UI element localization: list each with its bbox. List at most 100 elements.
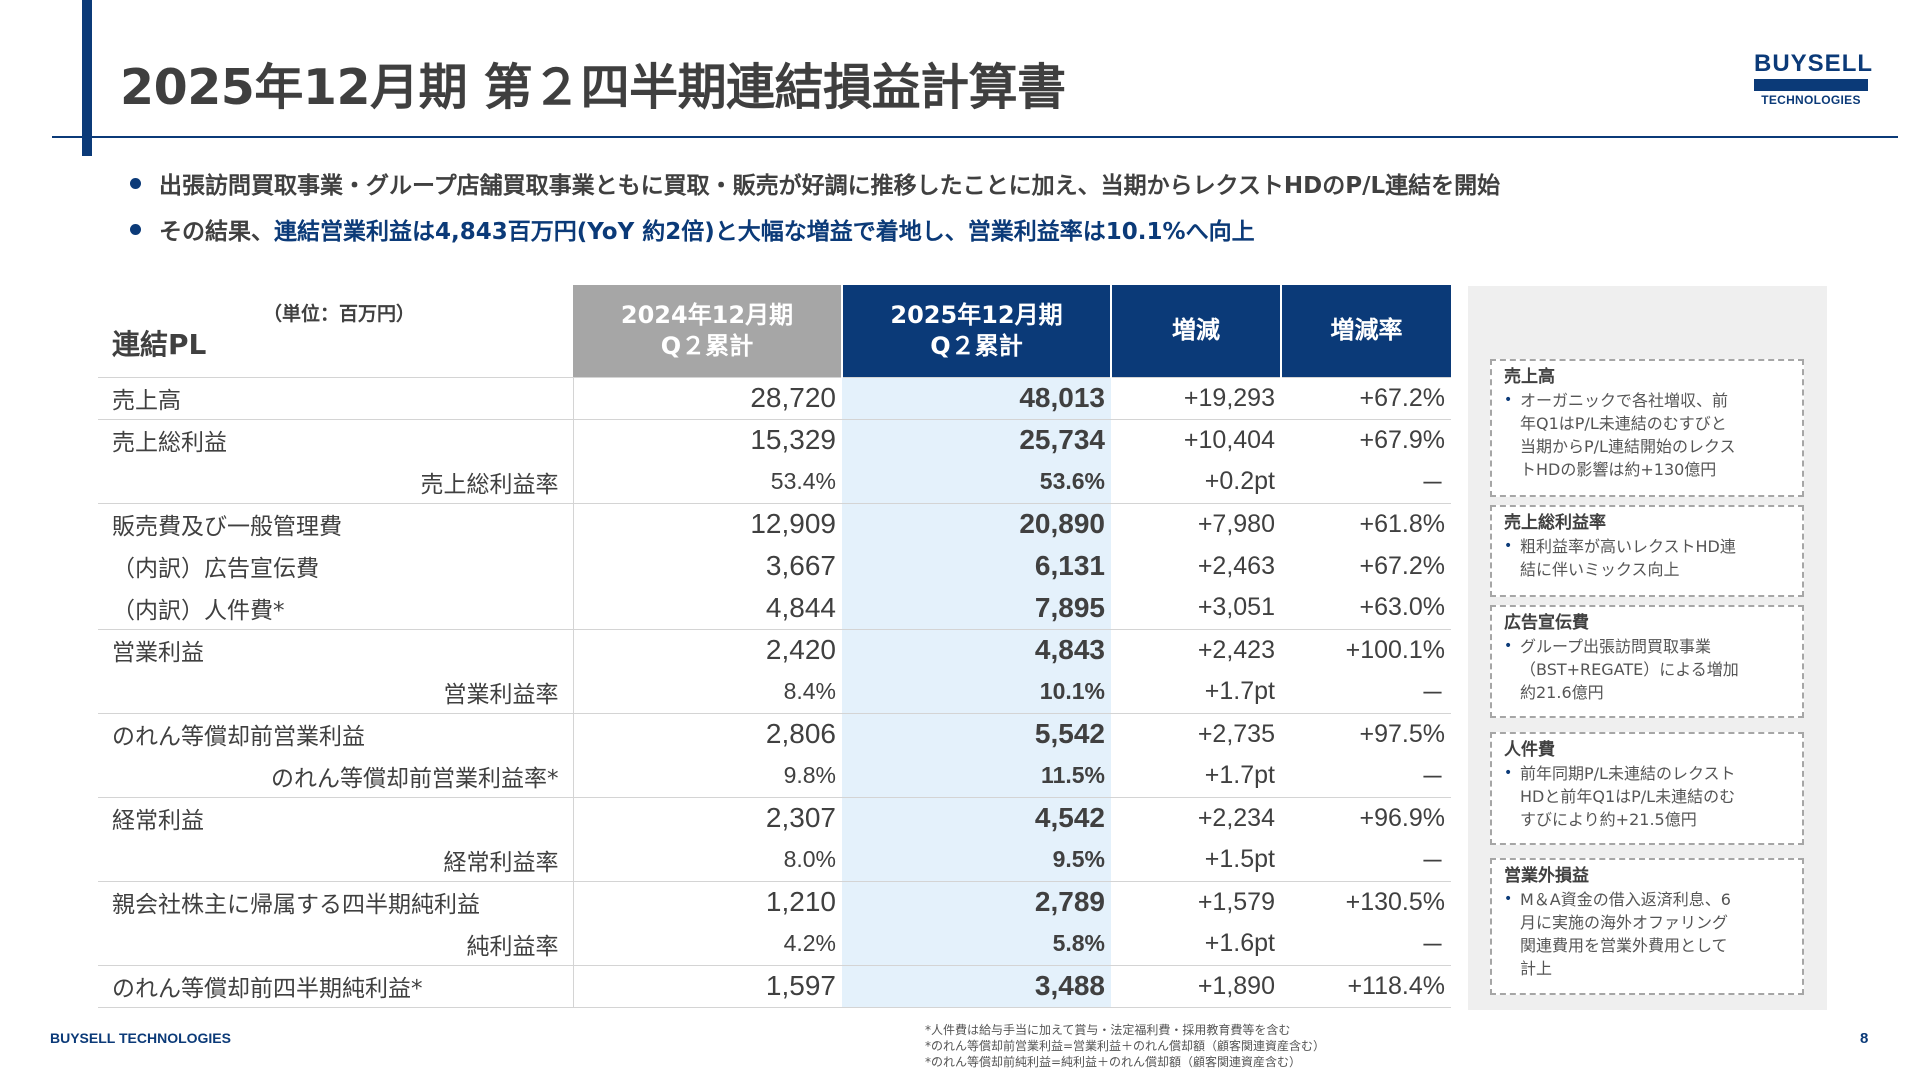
bullet-highlight-text: 連結営業利益は4,843百万円(YoY 約2倍)と大幅な増益で着地し、営業利益率… <box>274 219 1255 245</box>
row-label: 経常利益 <box>98 796 574 839</box>
unit-label: （単位：百万円） <box>263 303 416 325</box>
logo-subtext: TECHNOLOGIES <box>1761 93 1861 107</box>
row-label: 売上高 <box>98 376 574 419</box>
change-value: +0.2pt <box>1204 467 1275 496</box>
commentary-title: 売上高 <box>1504 367 1555 387</box>
header-current-period: 2025年12月期 Q２累計 <box>841 285 1111 377</box>
change-rate-value: +118.4% <box>1281 964 1451 1008</box>
current-value: 2,789 <box>842 880 1111 923</box>
commentary-line: 約21.6億円 <box>1520 683 1604 702</box>
table-row: （内訳）人件費* 4,844 7,895 +3,051 +63.0% <box>98 587 1451 629</box>
current-value: 5.8% <box>842 923 1111 965</box>
commentary-line: M＆A資金の借入返済利息、6 <box>1520 890 1731 909</box>
current-value: 5,542 <box>842 712 1111 755</box>
commentary-title: 営業外損益 <box>1504 866 1589 886</box>
logo-bar <box>1754 79 1868 91</box>
consolidated-pl-table: （単位：百万円） 連結PL 2024年12月期 Q２累計 2025年12月期 Q… <box>98 285 1451 1008</box>
prev-value: 4,844 <box>765 591 836 623</box>
commentary-title: 人件費 <box>1504 740 1555 760</box>
summary-bullet: その結果、 連結営業利益は4,843百万円(YoY 約2倍)と大幅な増益で着地し、… <box>130 206 1500 252</box>
prev-value: 28,720 <box>573 376 842 419</box>
table-row: 営業利益 2,420 4,843 +2,423 +100.1% <box>98 628 1451 671</box>
current-value: 4,843 <box>842 628 1111 671</box>
page-title: 2025年12月期 第２四半期連結損益計算書 <box>120 59 1066 116</box>
prev-value: 1,210 <box>573 880 842 923</box>
commentary-line: 粗利益率が高いレクストHD連 <box>1520 537 1736 556</box>
commentary-line: 関連費用を営業外費用として <box>1520 936 1728 955</box>
current-value: 4,542 <box>842 796 1111 839</box>
table-row: のれん等償却前営業利益率* 9.8% 11.5% +1.7pt － <box>98 755 1451 797</box>
commentary-title: 広告宣伝費 <box>1504 613 1589 633</box>
row-label: （内訳）広告宣伝費 <box>98 545 574 587</box>
current-value: 3,488 <box>842 964 1111 1008</box>
footnote: *人件費は給与手当に加えて賞与・法定福利費・採用教育費等を含む <box>925 1023 1291 1037</box>
change-value: +1.5pt <box>1204 845 1275 874</box>
summary-bullets: 出張訪問買取事業・グループ店舗買取事業ともに買取・販売が好調に推移したことに加え… <box>130 160 1500 252</box>
table-row: 販売費及び一般管理費 12,909 20,890 +7,980 +61.8% <box>98 502 1451 545</box>
row-label: のれん等償却前営業利益率* <box>98 755 574 797</box>
current-value: 10.1% <box>842 671 1111 713</box>
commentary-line: HDと前年Q1はP/L未連結のむ <box>1520 787 1736 806</box>
footnote: *のれん等償却前営業利益=営業利益＋のれん償却額（顧客関連資産含む） <box>925 1039 1326 1053</box>
company-logo: BUYSELL TECHNOLOGIES <box>1754 50 1874 107</box>
change-rate-value: － <box>1419 679 1445 708</box>
change-value: +2,735 <box>1111 712 1281 755</box>
current-value: 25,734 <box>842 418 1111 461</box>
change-rate-value: +100.1% <box>1281 628 1451 671</box>
summary-bullet: 出張訪問買取事業・グループ店舗買取事業ともに買取・販売が好調に推移したことに加え… <box>130 160 1500 206</box>
change-value: +1.7pt <box>1204 677 1275 706</box>
commentary-line: 計上 <box>1520 959 1553 978</box>
change-rate-value: +96.9% <box>1281 796 1451 839</box>
commentary-line: すびにより約+21.5億円 <box>1520 810 1697 829</box>
bullet-text: その結果、 <box>159 219 274 245</box>
change-rate-value: +67.2% <box>1359 551 1446 580</box>
commentary-line: トHDの影響は約+130億円 <box>1520 460 1717 479</box>
logo-wordmark: BUYSELL <box>1754 50 1874 77</box>
row-label: 経常利益率 <box>98 839 574 881</box>
prev-value: 9.8% <box>783 762 836 789</box>
bullet-dot-icon: • <box>1504 765 1513 781</box>
change-rate-value: － <box>1419 763 1445 792</box>
bullet-text: 出張訪問買取事業・グループ店舗買取事業ともに買取・販売が好調に推移したことに加え… <box>159 173 1501 199</box>
bullet-dot-icon: • <box>1504 392 1513 408</box>
header-prev-period: 2024年12月期 Q２累計 <box>573 285 842 377</box>
commentary-box-gross-margin: 売上総利益率 • 粗利益率が高いレクストHD連 結に伴いミックス向上 <box>1490 505 1804 597</box>
row-label: のれん等償却前営業利益 <box>98 712 574 755</box>
prev-value: 3,667 <box>765 550 836 581</box>
change-rate-value: +67.2% <box>1281 376 1451 419</box>
change-rate-value: +63.0% <box>1359 593 1446 622</box>
prev-value: 12,909 <box>573 502 842 545</box>
prev-value: 53.4% <box>770 468 836 495</box>
bullet-dot-icon <box>130 223 141 235</box>
commentary-title: 売上総利益率 <box>1504 513 1606 533</box>
change-rate-value: － <box>1419 847 1445 876</box>
row-label: （内訳）人件費* <box>98 587 574 629</box>
footer-brand: BUYSELL TECHNOLOGIES <box>50 1030 231 1046</box>
row-label: 親会社株主に帰属する四半期純利益 <box>98 880 574 923</box>
change-rate-value: +97.5% <box>1281 712 1451 755</box>
header-change-rate: 増減率 <box>1280 285 1451 377</box>
current-value: 48,013 <box>842 376 1111 419</box>
current-value: 6,131 <box>842 545 1111 587</box>
table-row: 売上総利益 15,329 25,734 +10,404 +67.9% <box>98 418 1451 461</box>
commentary-box-advertising: 広告宣伝費 • グループ出張訪問買取事業 （BST+REGATE）による増加 約… <box>1490 605 1804 718</box>
row-label: のれん等償却前四半期純利益* <box>98 964 574 1008</box>
table-header-row: （単位：百万円） 連結PL 2024年12月期 Q２累計 2025年12月期 Q… <box>98 285 1451 377</box>
prev-value: 2,307 <box>573 796 842 839</box>
bullet-dot-icon <box>130 177 141 189</box>
change-value: +2,234 <box>1111 796 1281 839</box>
current-value: 9.5% <box>842 839 1111 881</box>
commentary-line: 結に伴いミックス向上 <box>1520 560 1680 579</box>
commentary-box-personnel: 人件費 • 前年同期P/L未連結のレクスト HDと前年Q1はP/L未連結のむ す… <box>1490 732 1804 845</box>
commentary-panel: 売上高 • オーガニックで各社増収、前 年Q1はP/L未連結のむすびと 当期から… <box>1468 286 1827 1010</box>
change-value: +3,051 <box>1197 593 1275 622</box>
table-row: 親会社株主に帰属する四半期純利益 1,210 2,789 +1,579 +130… <box>98 880 1451 923</box>
change-rate-value: +67.9% <box>1281 418 1451 461</box>
change-value: +7,980 <box>1111 502 1281 545</box>
header-current-period-year: 2025年12月期 <box>890 300 1063 329</box>
change-value: +10,404 <box>1111 418 1281 461</box>
change-rate-value: +130.5% <box>1281 880 1451 923</box>
prev-value: 8.4% <box>783 678 836 705</box>
change-value: +2,463 <box>1197 551 1275 580</box>
commentary-line: 月に実施の海外オファリング <box>1520 913 1729 932</box>
